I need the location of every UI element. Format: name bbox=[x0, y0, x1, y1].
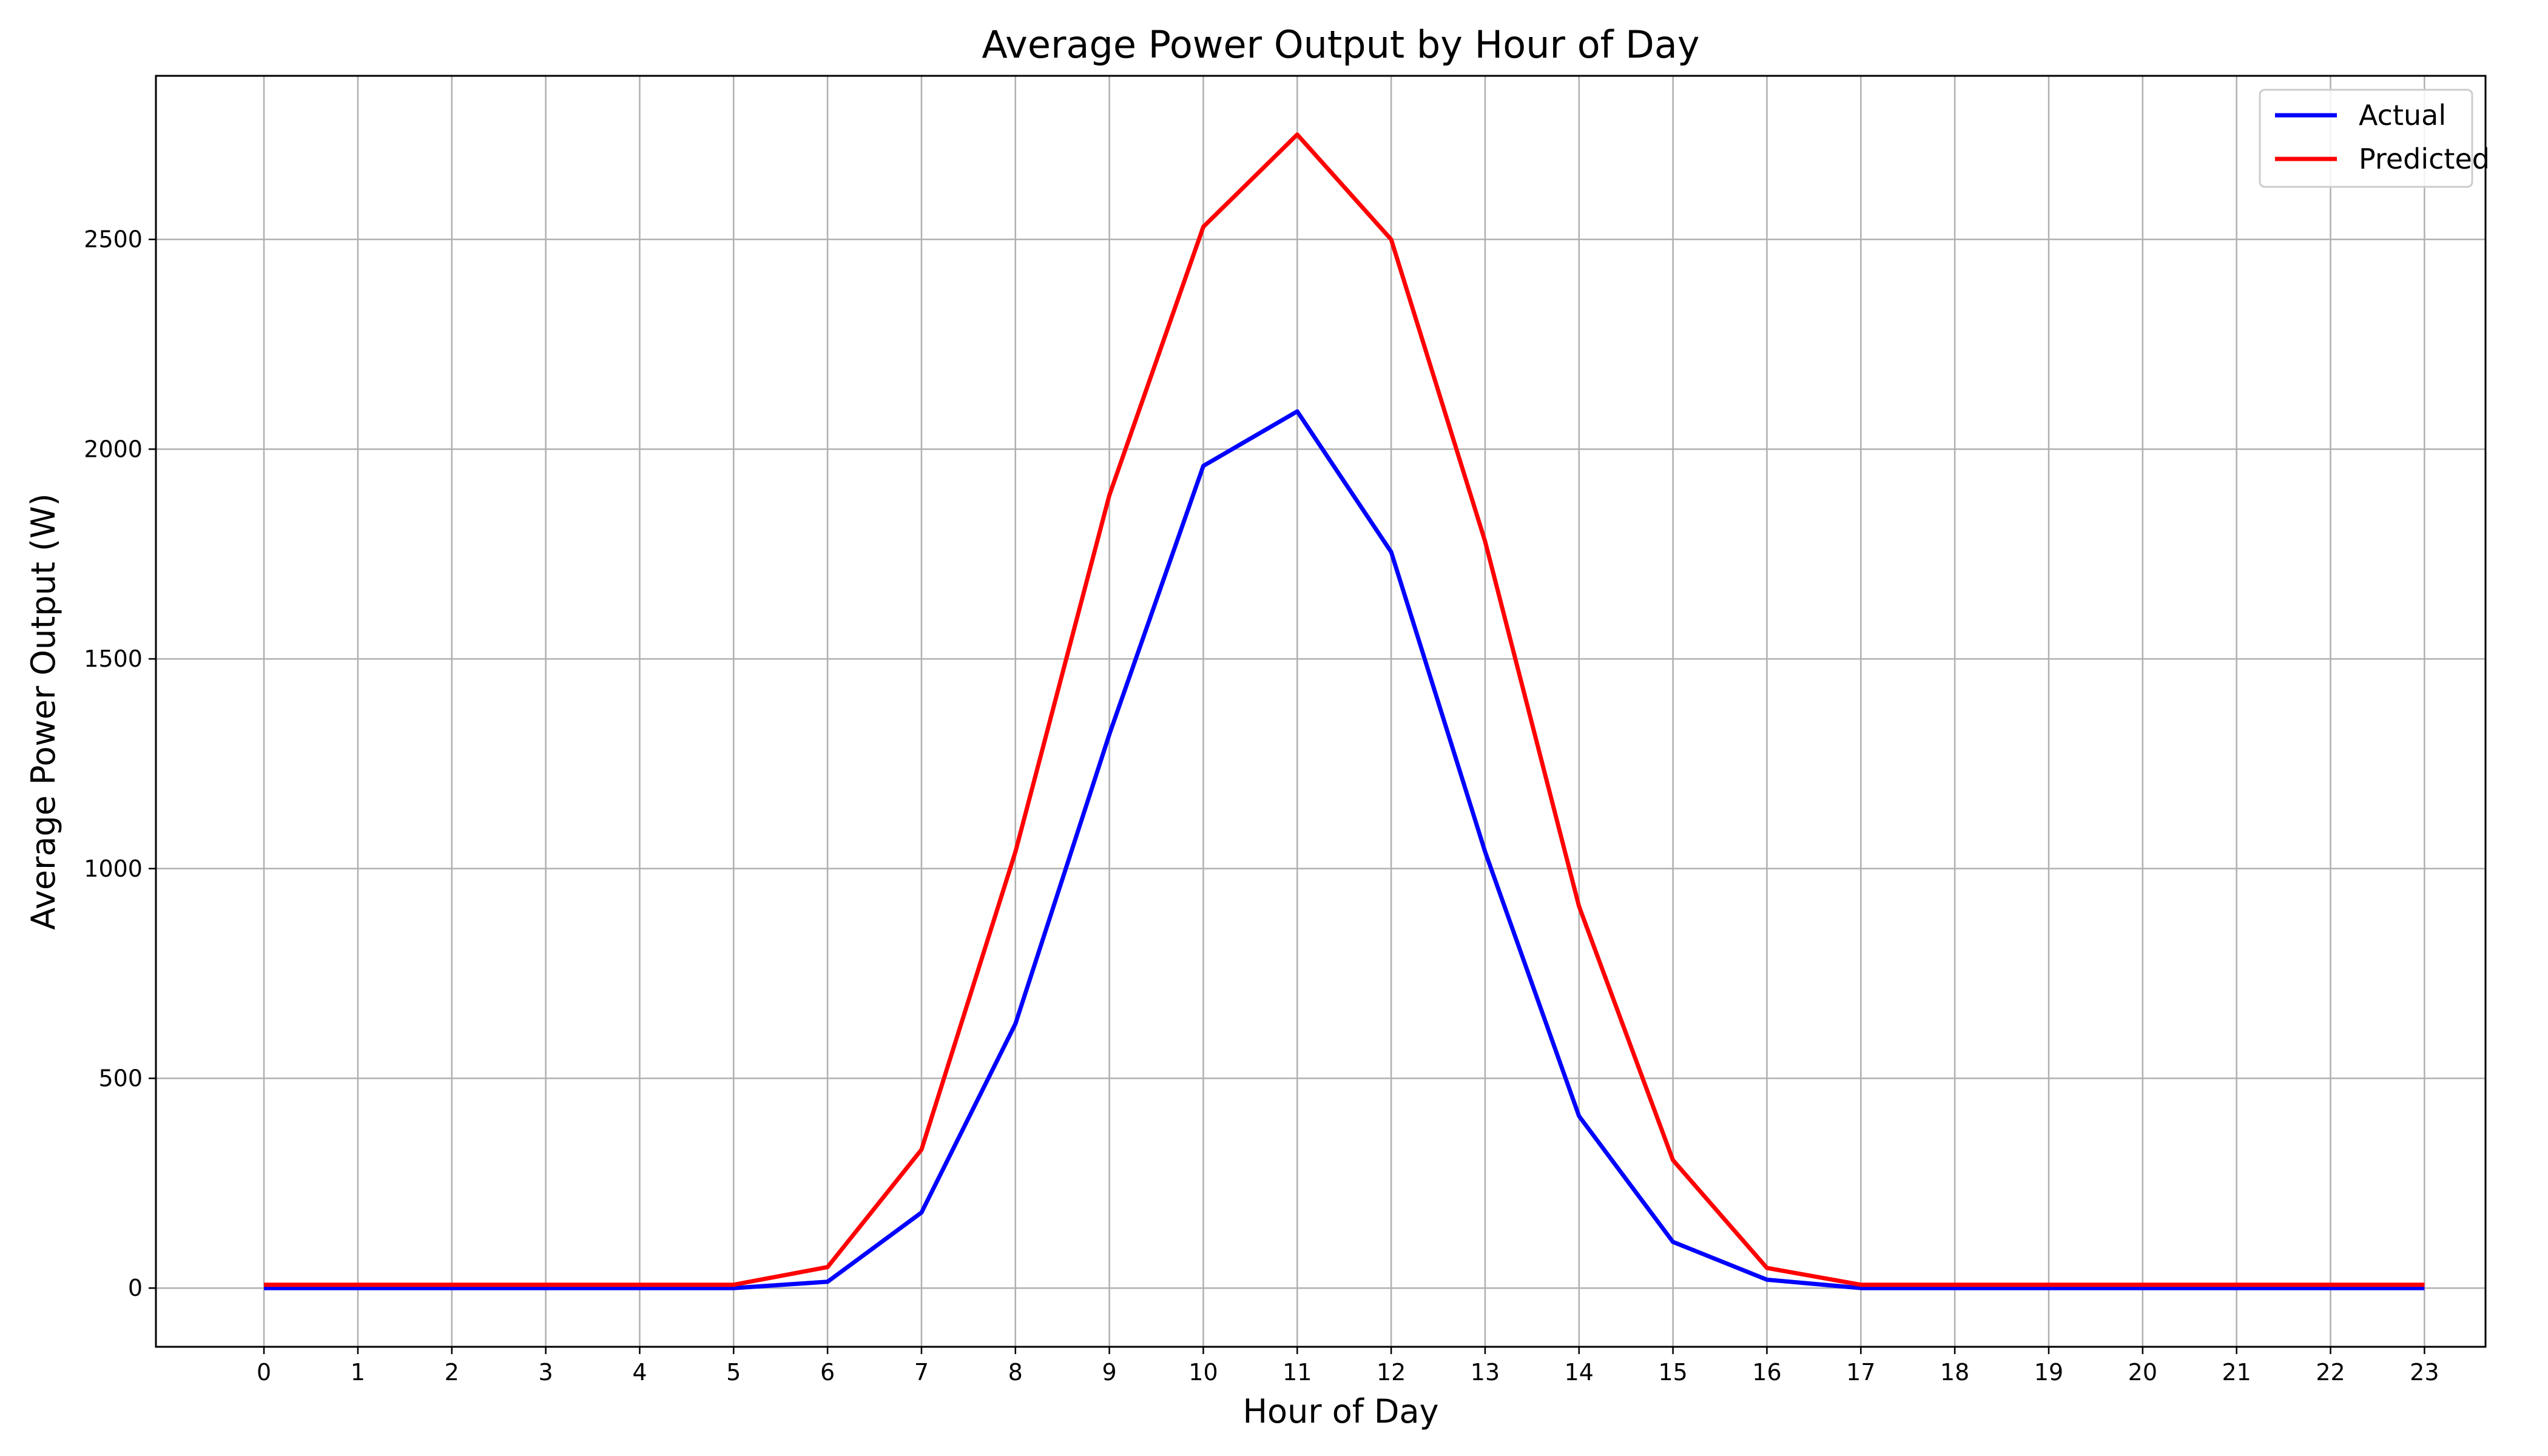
x-tick-label: 23 bbox=[2410, 1359, 2439, 1386]
legend-label-actual: Actual bbox=[2359, 99, 2446, 132]
x-tick-label: 0 bbox=[257, 1359, 271, 1386]
series-lines bbox=[264, 132, 2425, 1290]
x-tick-label: 14 bbox=[1565, 1359, 1594, 1386]
x-tick-label: 13 bbox=[1471, 1359, 1500, 1386]
x-tick-label: 11 bbox=[1282, 1359, 1312, 1386]
x-tick-label: 1 bbox=[351, 1359, 365, 1386]
x-tick-label: 8 bbox=[1008, 1359, 1023, 1386]
legend-label-predicted: Predicted bbox=[2359, 143, 2490, 175]
x-tick-label: 3 bbox=[538, 1359, 553, 1386]
x-tick-label: 15 bbox=[1658, 1359, 1687, 1386]
x-tick-label: 12 bbox=[1377, 1359, 1406, 1386]
y-tick-label: 0 bbox=[128, 1275, 143, 1301]
series-line-actual bbox=[264, 409, 2425, 1290]
grid bbox=[156, 76, 2486, 1347]
y-tick-label: 2000 bbox=[84, 436, 143, 462]
y-tick-label: 1500 bbox=[84, 645, 143, 672]
y-tick-label: 500 bbox=[98, 1065, 143, 1091]
y-tick-label: 1000 bbox=[84, 855, 143, 882]
x-tick-label: 16 bbox=[1752, 1359, 1781, 1386]
x-axis-label: Hour of Day bbox=[1242, 1392, 1438, 1431]
x-tick-label: 20 bbox=[2128, 1359, 2157, 1386]
plot-frame bbox=[155, 75, 2487, 1348]
series-line-predicted bbox=[264, 132, 2425, 1287]
chart-title: Average Power Output by Hour of Day bbox=[982, 22, 1699, 67]
x-tick-label: 9 bbox=[1102, 1359, 1117, 1386]
x-tick-label: 19 bbox=[2034, 1359, 2063, 1386]
x-tick-label: 7 bbox=[914, 1359, 929, 1386]
legend: Actual Predicted bbox=[2259, 89, 2490, 188]
x-tick-label: 22 bbox=[2316, 1359, 2345, 1386]
x-tick-label: 5 bbox=[726, 1359, 741, 1386]
axis-ticks: 0 1 2 3 4 5 6 7 8 9 10 11 12 13 14 15 16 17 18 19 20 21 22 2305… bbox=[84, 226, 2439, 1386]
x-tick-label: 18 bbox=[1940, 1359, 1969, 1386]
x-tick-label: 17 bbox=[1846, 1359, 1875, 1386]
x-tick-label: 21 bbox=[2222, 1359, 2251, 1386]
y-tick-label: 2500 bbox=[84, 226, 143, 253]
x-tick-label: 4 bbox=[632, 1359, 647, 1386]
x-tick-label: 6 bbox=[820, 1359, 835, 1386]
y-axis-label: Average Power Output (W) bbox=[24, 493, 62, 930]
x-tick-label: 10 bbox=[1188, 1359, 1218, 1386]
x-tick-label: 2 bbox=[445, 1359, 459, 1386]
